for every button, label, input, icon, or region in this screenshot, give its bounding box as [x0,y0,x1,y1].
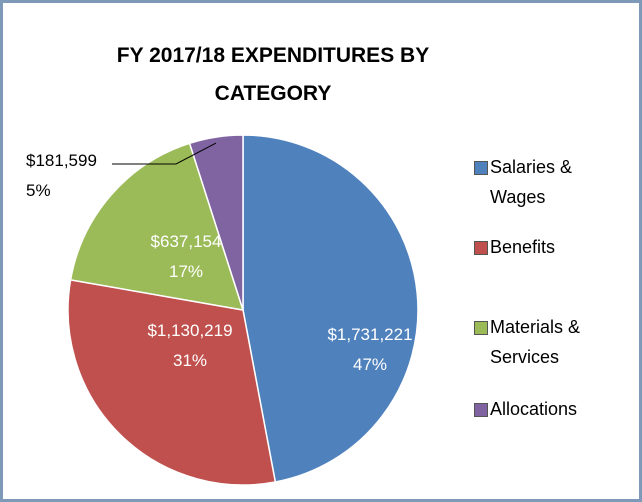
pie-slice [188,134,244,311]
legend-item: Materials & Services [474,312,624,372]
legend-swatch [474,161,488,175]
percent-label: 31% [172,351,208,370]
legend-label: Materials & Services [490,317,581,367]
percent-label: 5% [26,181,51,200]
data-label: $1,130,219 [147,321,233,340]
data-label-box: $1,731,221 47% [322,320,418,380]
pie-slice [67,279,277,486]
legend-label: Salaries & Wages [490,157,573,207]
data-label: $1,731,221 [327,325,413,344]
legend-swatch [474,321,488,335]
data-label: $637,154 [150,232,222,251]
data-label-box: $637,154 17% [138,227,234,287]
legend-item: Salaries & Wages [474,152,624,212]
chart-title: FY 2017/18 EXPENDITURES BY CATEGORY [116,44,430,105]
leader-line [112,142,217,165]
pie-slice [69,142,245,311]
percent-label: 47% [352,355,388,374]
data-label-box: $1,130,219 31% [142,316,238,376]
legend-item: Benefits [474,232,624,262]
legend-item: Allocations [474,394,624,424]
data-label: $181,599 [26,151,97,170]
pie-slice [242,134,419,483]
legend-swatch [474,241,488,255]
legend-label: Allocations [490,399,578,419]
percent-label: 17% [168,262,204,281]
legend-label: Benefits [490,237,556,257]
data-label-box: $181,599 5% [26,146,122,206]
legend-swatch [474,403,488,417]
